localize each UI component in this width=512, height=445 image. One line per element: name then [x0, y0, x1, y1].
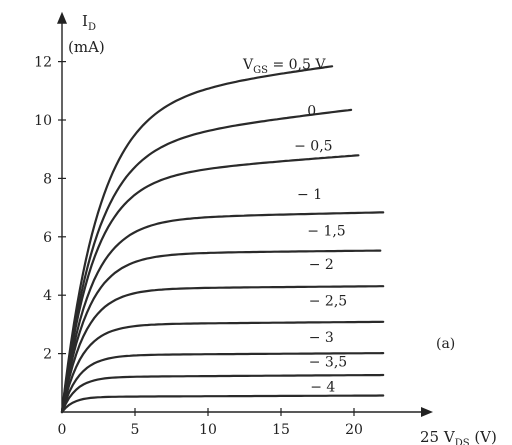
y-tick-label: 12 [34, 55, 52, 71]
curve-label-5: − 2 [309, 257, 334, 273]
curve-label-8: − 3,5 [309, 355, 347, 371]
curve-label-7: − 3 [309, 330, 334, 346]
curves [60, 65, 385, 414]
curve-labels: VGS = 0,5 V 0 − 0,5 − 1 − 1,5 − 2 − 2,5 − 3 − 3,… [242, 57, 455, 396]
x-tick-label: 20 [345, 422, 363, 438]
annotation-label: (a) [436, 336, 455, 352]
curve-series-9 [60, 394, 385, 414]
y-tick-label: 6 [43, 230, 52, 246]
curve-label-2: − 0,5 [294, 139, 332, 155]
curve-series-8 [60, 373, 385, 414]
x-tick-label: 0 [58, 422, 67, 438]
curve-series-2 [60, 154, 360, 414]
x-tick-label: 15 [272, 422, 290, 438]
y-tick-label: 2 [43, 347, 52, 363]
curve-series-7 [60, 352, 385, 414]
curve-series-6 [60, 320, 385, 414]
x-tick-label: 5 [131, 422, 140, 438]
axes: 0 5 10 15 20 2 4 6 8 10 12 ID (mA) 25 VDS (V) [34, 11, 497, 445]
y-tick-label: 10 [34, 113, 52, 129]
curve-series-3 [60, 211, 385, 414]
curve-label-4: − 1,5 [307, 223, 345, 239]
curve-series-1 [60, 108, 353, 414]
curve-label-9: − 4 [310, 380, 335, 396]
y-axis-unit: (mA) [68, 38, 105, 56]
curve-label-1: 0 [307, 104, 316, 120]
y-axis-arrow [57, 11, 67, 24]
curve-series-5 [60, 285, 385, 414]
curve-label-0: VGS = 0,5 V [242, 57, 326, 76]
y-tick-label: 8 [43, 171, 52, 187]
curve-label-6: − 2,5 [309, 293, 347, 309]
curve-series-0 [60, 65, 334, 414]
curve-series-4 [60, 249, 382, 414]
y-tick-label: 4 [43, 288, 52, 304]
x-tick-label: 10 [199, 422, 217, 438]
x-axis-arrow [421, 407, 433, 417]
curve-label-3: − 1 [297, 187, 322, 203]
y-axis-title: ID [82, 12, 96, 33]
x-axis-title: 25 VDS (V) [420, 428, 497, 445]
